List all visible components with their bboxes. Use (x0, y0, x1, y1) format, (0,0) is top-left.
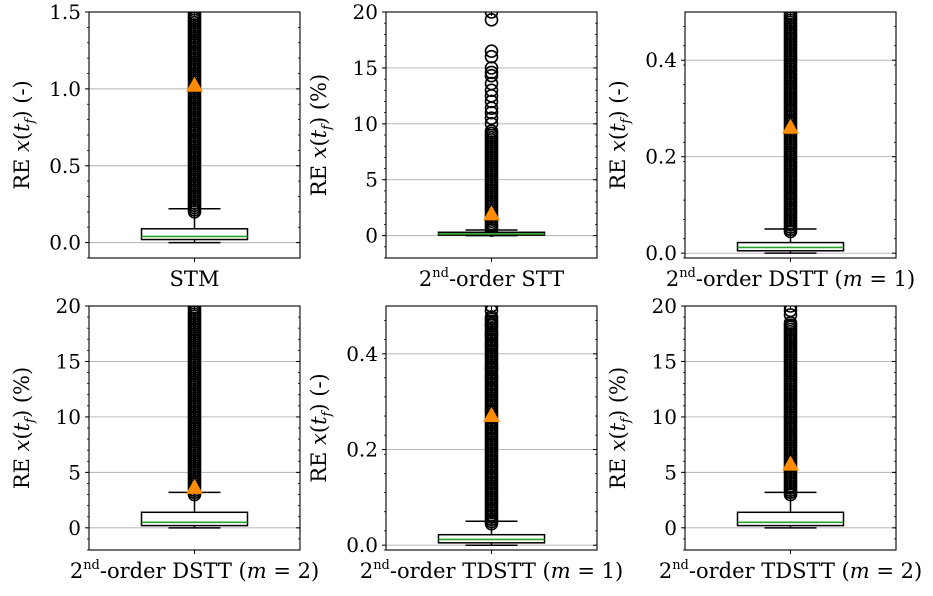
subplot-4: 0 5 10 15 20 RE x(tf) (%) 2nd-order DSTT (m = … (10, 294, 319, 583)
mean-marker (782, 118, 799, 134)
category-label: STM (170, 267, 220, 291)
box-plot (437, 12, 546, 237)
category-label: 2nd-order TDSTT (m = 2) (659, 558, 922, 583)
y-tick-label: 0 (664, 516, 677, 540)
outliers (187, 12, 202, 219)
iqr-box (140, 228, 249, 241)
y-tick-label: 15 (652, 349, 677, 373)
outlier-point (484, 49, 499, 64)
box-plot (140, 306, 249, 529)
y-tick-label: 0 (365, 224, 378, 248)
outlier-point (484, 65, 499, 80)
outlier-point (484, 76, 499, 91)
outliers (484, 12, 499, 237)
mean-marker (186, 478, 203, 494)
outlier-point (484, 318, 499, 332)
outlier-point (484, 12, 499, 19)
iqr-box (140, 511, 249, 527)
outlier-point (187, 12, 202, 21)
outlier-point (484, 327, 499, 342)
y-tick-label: 5 (664, 460, 677, 484)
y-axis-label: RE x(tf) (%) (606, 367, 634, 489)
subplot-6: 0 5 10 15 20 RE x(tf) (%) 2nd-order TDSTT (m =… (606, 294, 922, 583)
mean-marker (483, 205, 500, 221)
box-plot (736, 12, 845, 254)
outlier-point (187, 306, 202, 315)
subplot-2: 0 5 10 15 20 RE x(tf) (%) 2nd-order STT (307, 0, 598, 291)
mean-marker (782, 455, 799, 471)
y-tick-label: 0.4 (346, 342, 378, 366)
y-tick-label: 10 (353, 112, 378, 136)
y-tick-label: 15 (353, 56, 378, 80)
box-plot (736, 306, 845, 529)
outlier-point (783, 12, 798, 21)
y-tick-label: 0.4 (645, 48, 677, 72)
box-plot (140, 12, 249, 244)
outlier-point (484, 61, 499, 75)
outlier-point (484, 337, 499, 352)
y-tick-label: 0.0 (49, 231, 81, 255)
y-tick-label: 0.2 (645, 145, 677, 169)
outlier-point (783, 306, 798, 313)
subplot-3: 0.0 0.2 0.4 RE x(tf) (-) 2nd-order DSTT (m =… (606, 11, 915, 291)
y-tick-label: 0.0 (645, 241, 677, 265)
outliers (783, 12, 798, 239)
outlier-point (484, 310, 499, 324)
y-tick-label: 1.5 (49, 0, 81, 24)
outlier-point (783, 306, 798, 318)
y-tick-label: 10 (56, 405, 81, 429)
y-tick-label: 5 (365, 168, 378, 192)
outliers (484, 306, 499, 531)
outlier-point (484, 124, 499, 138)
mean-marker (483, 407, 500, 423)
y-tick-label: 10 (652, 405, 677, 429)
outlier-point (484, 83, 499, 98)
y-tick-label: 15 (56, 349, 81, 373)
outlier-point (484, 370, 499, 385)
outlier-point (484, 306, 499, 318)
y-axis-label: RE x(tf) (%) (307, 74, 335, 196)
subplot-1: 0.0 0.5 1.0 1.5 RE x(tf) (-) STM (10, 0, 301, 291)
box-plot (437, 306, 546, 546)
outlier-point (484, 94, 499, 109)
mean-marker (186, 76, 203, 92)
outlier-point (484, 105, 499, 120)
outlier-point (484, 68, 499, 83)
y-tick-label: 20 (353, 0, 378, 24)
outlier-point (484, 361, 499, 375)
y-tick-label: 20 (56, 294, 81, 318)
subplot-5: 0.0 0.2 0.4 RE x(tf) (-) 2nd-order TDSTT (m … (307, 305, 623, 583)
y-tick-label: 5 (68, 460, 81, 484)
outlier-point (484, 44, 499, 58)
y-axis-label: RE x(tf) (-) (307, 373, 335, 483)
y-axis-label: RE x(tf) (-) (606, 80, 634, 190)
y-tick-label: 0.0 (346, 533, 378, 557)
y-tick-label: 1.0 (49, 77, 81, 101)
outlier-point (484, 306, 499, 313)
category-label: 2nd-order TDSTT (m = 1) (360, 558, 623, 583)
iqr-box (736, 511, 845, 527)
y-tick-label: 20 (652, 294, 677, 318)
outlier-point (484, 111, 499, 126)
category-label: 2nd-order DSTT (m = 2) (70, 558, 319, 583)
y-tick-label: 0.5 (49, 154, 81, 178)
category-label: 2nd-order DSTT (m = 1) (666, 266, 915, 291)
outlier-point (484, 117, 499, 131)
y-axis-label: RE x(tf) (-) (10, 80, 38, 190)
outliers (187, 306, 202, 502)
y-axis-label: RE x(tf) (%) (10, 367, 38, 489)
y-tick-label: 0 (68, 516, 81, 540)
y-tick-label: 0.2 (346, 438, 378, 462)
category-label: 2nd-order STT (419, 266, 564, 291)
